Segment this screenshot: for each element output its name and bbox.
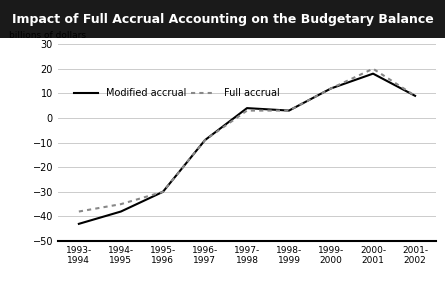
Modified accrual [244,106,250,110]
Modified accrual [328,87,334,90]
Full accrual [370,67,376,71]
Modified accrual [160,190,166,194]
Full accrual [202,138,208,142]
Modified accrual [76,222,81,225]
Line: Modified accrual: Modified accrual [79,74,415,224]
Full accrual [328,87,334,90]
Full accrual [118,202,124,206]
Line: Full accrual: Full accrual [79,69,415,212]
Modified accrual [413,94,418,98]
Modified accrual [286,109,291,112]
Full accrual [244,109,250,112]
Full accrual [413,94,418,98]
Modified accrual [370,72,376,75]
Legend: Modified accrual, Full accrual: Modified accrual, Full accrual [70,84,283,102]
Modified accrual [118,210,124,213]
Text: Impact of Full Accrual Accounting on the Budgetary Balance: Impact of Full Accrual Accounting on the… [12,13,433,26]
Full accrual [76,210,81,213]
Modified accrual [202,138,208,142]
Full accrual [160,190,166,194]
Text: billions of dollars: billions of dollars [9,31,86,40]
Full accrual [286,109,291,112]
